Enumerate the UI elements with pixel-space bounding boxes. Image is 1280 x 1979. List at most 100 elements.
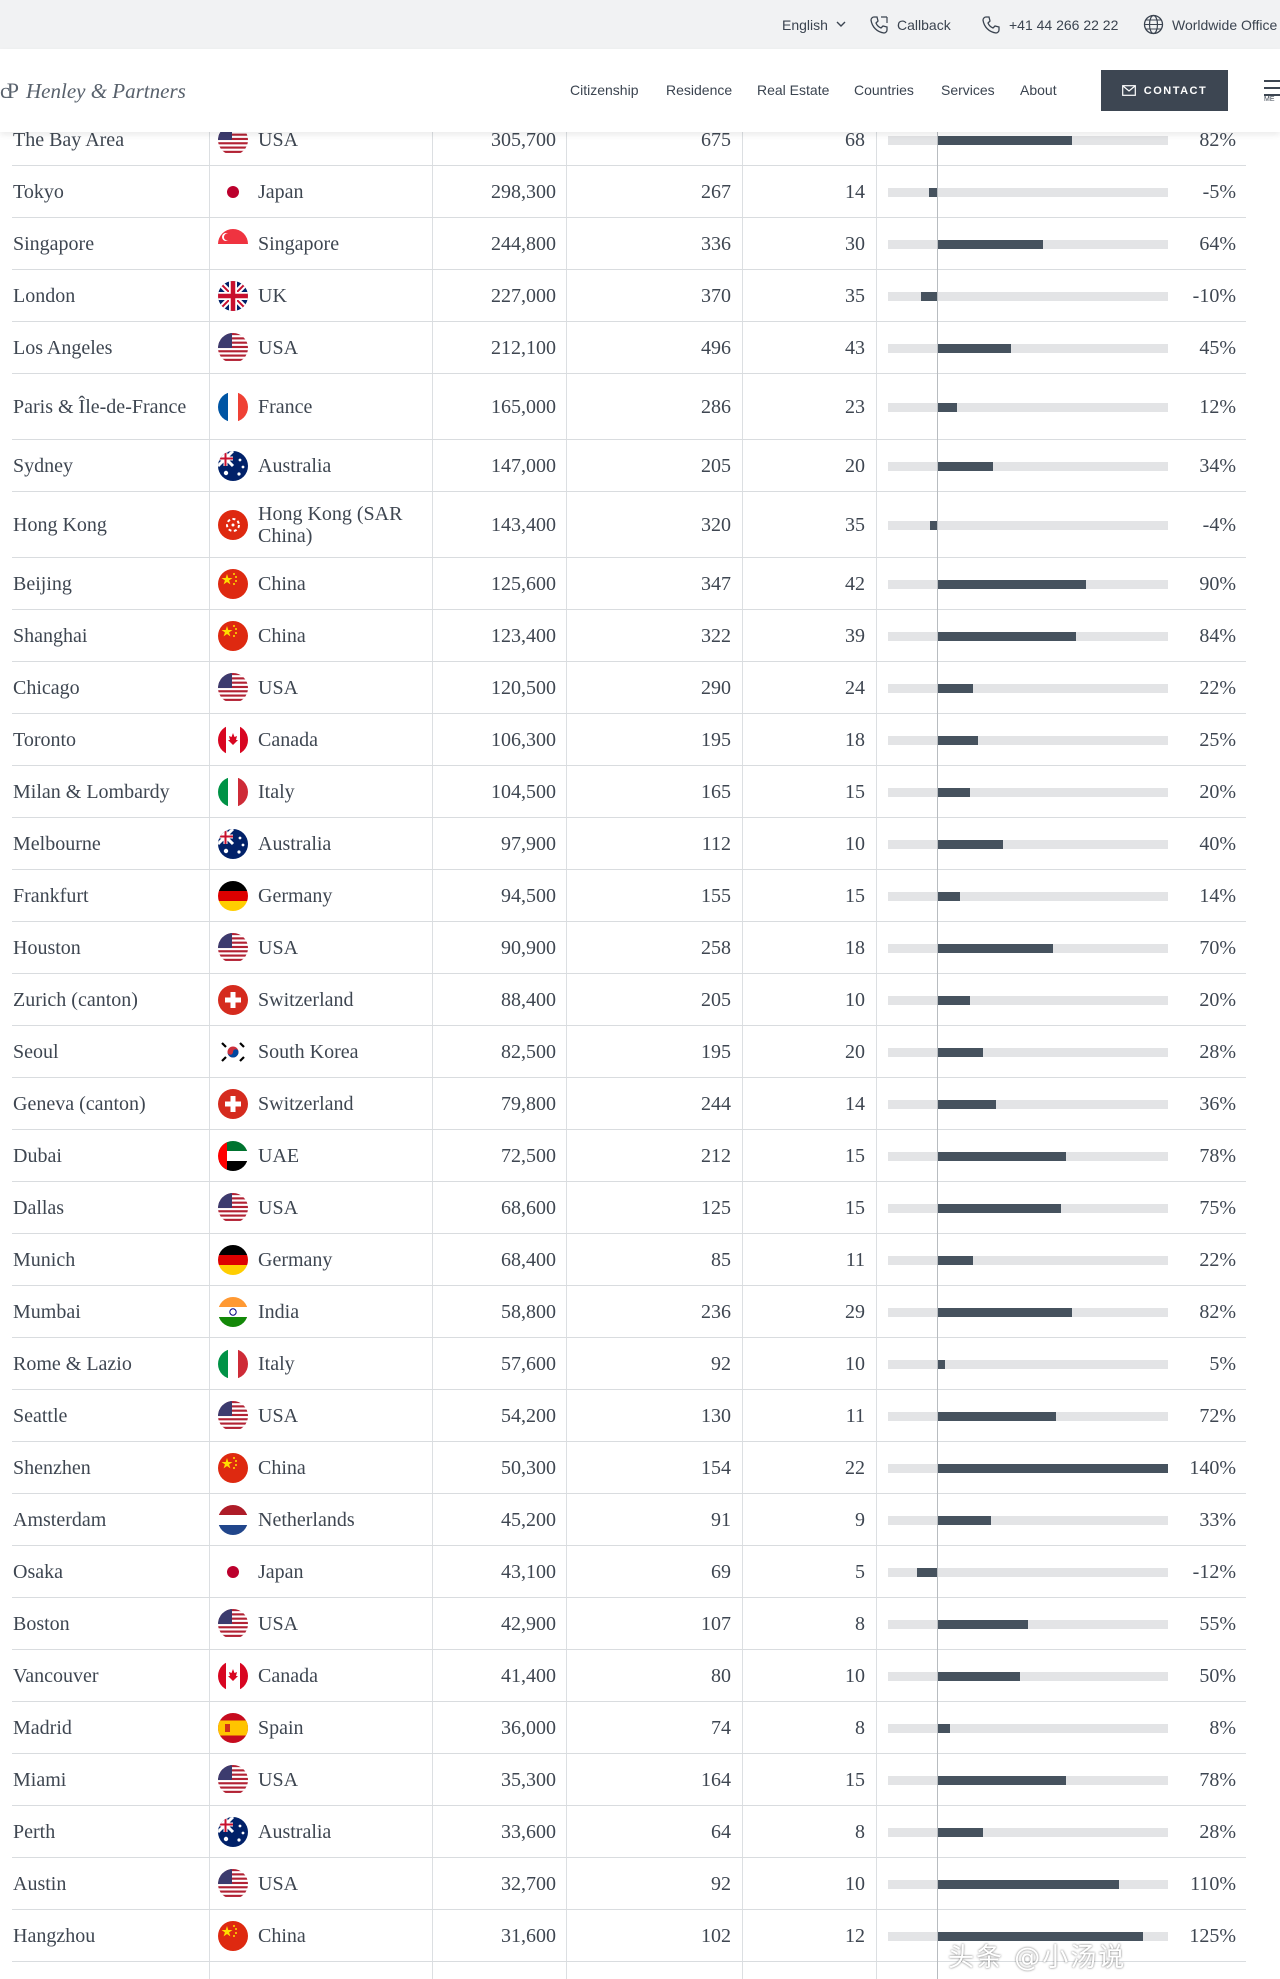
flag-au-icon	[218, 1817, 248, 1847]
nav-about[interactable]: About	[1020, 82, 1057, 98]
row-divider	[12, 1441, 1246, 1442]
growth-bar-track	[888, 292, 1168, 301]
centi-millionaires-value: 370	[701, 284, 731, 307]
table-row: Toronto Canada 106,300 195 18 25%	[0, 714, 1280, 766]
centi-millionaires-value: 675	[701, 128, 731, 151]
flag-cn-icon	[218, 1921, 248, 1951]
flag-it-icon	[218, 1349, 248, 1379]
centi-millionaires-value: 92	[711, 1352, 731, 1375]
nav-real-estate[interactable]: Real Estate	[757, 82, 830, 98]
nav-services[interactable]: Services	[941, 82, 995, 98]
centi-millionaires-value: 165	[701, 780, 731, 803]
billionaires-value: 5	[855, 1560, 865, 1583]
growth-percent: 5%	[1209, 1352, 1236, 1375]
growth-bar-fill	[937, 1776, 1066, 1785]
millionaires-value: 147,000	[491, 454, 556, 477]
millionaires-value: 227,000	[491, 284, 556, 307]
hamburger-menu-icon[interactable]	[1264, 80, 1280, 101]
worldwide-offices-link[interactable]: Worldwide Office	[1143, 0, 1277, 49]
centi-millionaires-value: 125	[701, 1196, 731, 1219]
growth-bar-fill	[937, 684, 974, 693]
flag-us-icon	[218, 1765, 248, 1795]
growth-percent: 140%	[1189, 1456, 1236, 1479]
row-divider	[12, 217, 1246, 218]
nav-residence[interactable]: Residence	[666, 82, 733, 98]
language-selector[interactable]: English	[782, 0, 846, 49]
city-name: Mumbai	[13, 1301, 81, 1323]
centi-millionaires-value: 244	[701, 1092, 731, 1115]
table-row: Zurich (canton) Switzerland 88,400 205 10 20%	[0, 974, 1280, 1026]
country-name: India	[258, 1301, 300, 1323]
callback-link[interactable]: Callback	[869, 0, 951, 49]
row-divider	[12, 269, 1246, 270]
flag-nl-icon	[218, 1505, 248, 1535]
table-row: Shanghai China 123,400 322 39 84%	[0, 610, 1280, 662]
country-name: UAE	[258, 1145, 300, 1167]
callback-label: Callback	[897, 16, 951, 33]
billionaires-value: 14	[845, 1092, 865, 1115]
flag-hk-icon	[218, 510, 248, 540]
billionaires-value: 10	[845, 832, 865, 855]
logo[interactable]: cP Henley & Partners	[0, 78, 186, 104]
country-cell: USA	[218, 1182, 430, 1234]
city-name: Amsterdam	[13, 1509, 107, 1531]
nav-countries[interactable]: Countries	[854, 82, 914, 98]
millionaires-value: 54,200	[501, 1404, 556, 1427]
country-name: Italy	[258, 1353, 295, 1375]
table-row: Hangzhou China 31,600 102 12 125%	[0, 1910, 1280, 1962]
billionaires-value: 24	[845, 676, 865, 699]
growth-percent: 64%	[1199, 232, 1236, 255]
country-cell: Hong Kong (SAR China)	[218, 492, 430, 558]
table-row: Beijing China 125,600 347 42 90%	[0, 558, 1280, 610]
centi-millionaires-value: 212	[701, 1144, 731, 1167]
centi-millionaires-value: 74	[711, 1716, 731, 1739]
watermark: 头条 @小汤说	[948, 1943, 1127, 1973]
row-divider	[12, 321, 1246, 322]
country-name: China	[258, 573, 306, 595]
city-name: Geneva (canton)	[13, 1093, 146, 1115]
row-divider	[12, 373, 1246, 374]
centi-millionaires-value: 91	[711, 1508, 731, 1531]
centi-millionaires-value: 336	[701, 232, 731, 255]
country-cell: Netherlands	[218, 1494, 430, 1546]
contact-button[interactable]: CONTACT	[1101, 70, 1228, 111]
millionaires-value: 72,500	[501, 1144, 556, 1167]
centi-millionaires-value: 64	[711, 1820, 731, 1843]
growth-percent: 72%	[1199, 1404, 1236, 1427]
phone-link[interactable]: +41 44 266 22 22	[981, 0, 1118, 49]
city-name: Seattle	[13, 1405, 68, 1427]
row-divider	[12, 1909, 1246, 1910]
row-divider	[12, 1129, 1246, 1130]
growth-bar-track	[888, 840, 1168, 849]
nav-citizenship[interactable]: Citizenship	[570, 82, 639, 98]
millionaires-value: 68,400	[501, 1248, 556, 1271]
millionaires-value: 90,900	[501, 936, 556, 959]
centi-millionaires-value: 154	[701, 1456, 731, 1479]
billionaires-value: 29	[845, 1300, 865, 1323]
flag-it-icon	[218, 777, 248, 807]
billionaires-value: 42	[845, 572, 865, 595]
billionaires-value: 18	[845, 936, 865, 959]
growth-bar-fill	[937, 840, 1003, 849]
growth-percent: 28%	[1199, 1820, 1236, 1843]
table-row: Milan & Lombardy Italy 104,500 165 15 20%	[0, 766, 1280, 818]
millionaires-value: 106,300	[491, 728, 556, 751]
millionaires-value: 57,600	[501, 1352, 556, 1375]
growth-bar-fill	[937, 996, 970, 1005]
table-row: Amsterdam Netherlands 45,200 91 9 33%	[0, 1494, 1280, 1546]
table-row: Seattle USA 54,200 130 11 72%	[0, 1390, 1280, 1442]
row-divider	[12, 557, 1246, 558]
growth-bar-fill	[937, 736, 979, 745]
billionaires-value: 30	[845, 232, 865, 255]
millionaires-value: 32,700	[501, 1872, 556, 1895]
city-name: Zurich (canton)	[13, 989, 138, 1011]
table-row: Sydney Australia 147,000 205 20 34%	[0, 440, 1280, 492]
row-divider	[12, 661, 1246, 662]
city-name: Dubai	[13, 1145, 62, 1167]
millionaires-value: 298,300	[491, 180, 556, 203]
language-label: English	[782, 16, 828, 33]
growth-bar-fill	[937, 1360, 946, 1369]
city-name: Milan & Lombardy	[13, 781, 170, 803]
table-row: Hong Kong Hong Kong (SAR China) 143,400 320…	[0, 492, 1280, 558]
country-name: Switzerland	[258, 1093, 354, 1115]
